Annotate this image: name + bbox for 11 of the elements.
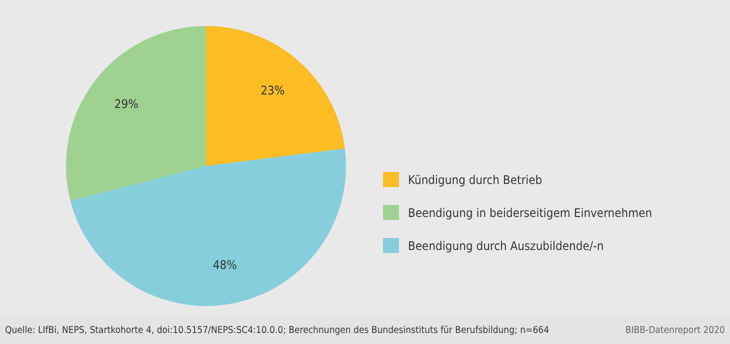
source-note: Quelle: LIfBi, NEPS, Startkohorte 4, doi:10.5157/NEPS:SC4:10.0.0; Berechnungen des Bundesinstituts für Berufsbildung; n=664 <box>5 325 550 336</box>
data-label: 48% <box>212 258 237 272</box>
pie-slice <box>70 148 346 306</box>
legend-label: Beendigung in beiderseitigem Einvernehmen <box>408 206 652 220</box>
legend-label: Kündigung durch Betrieb <box>408 173 542 187</box>
pie-slice <box>206 26 345 166</box>
legend-label: Beendigung durch Auszubildende/-n <box>408 239 604 253</box>
data-label: 23% <box>260 83 285 98</box>
data-label: 29% <box>114 97 138 112</box>
pie-slice <box>66 26 206 201</box>
text: BIBB-Datenreport 2020 <box>625 325 725 336</box>
